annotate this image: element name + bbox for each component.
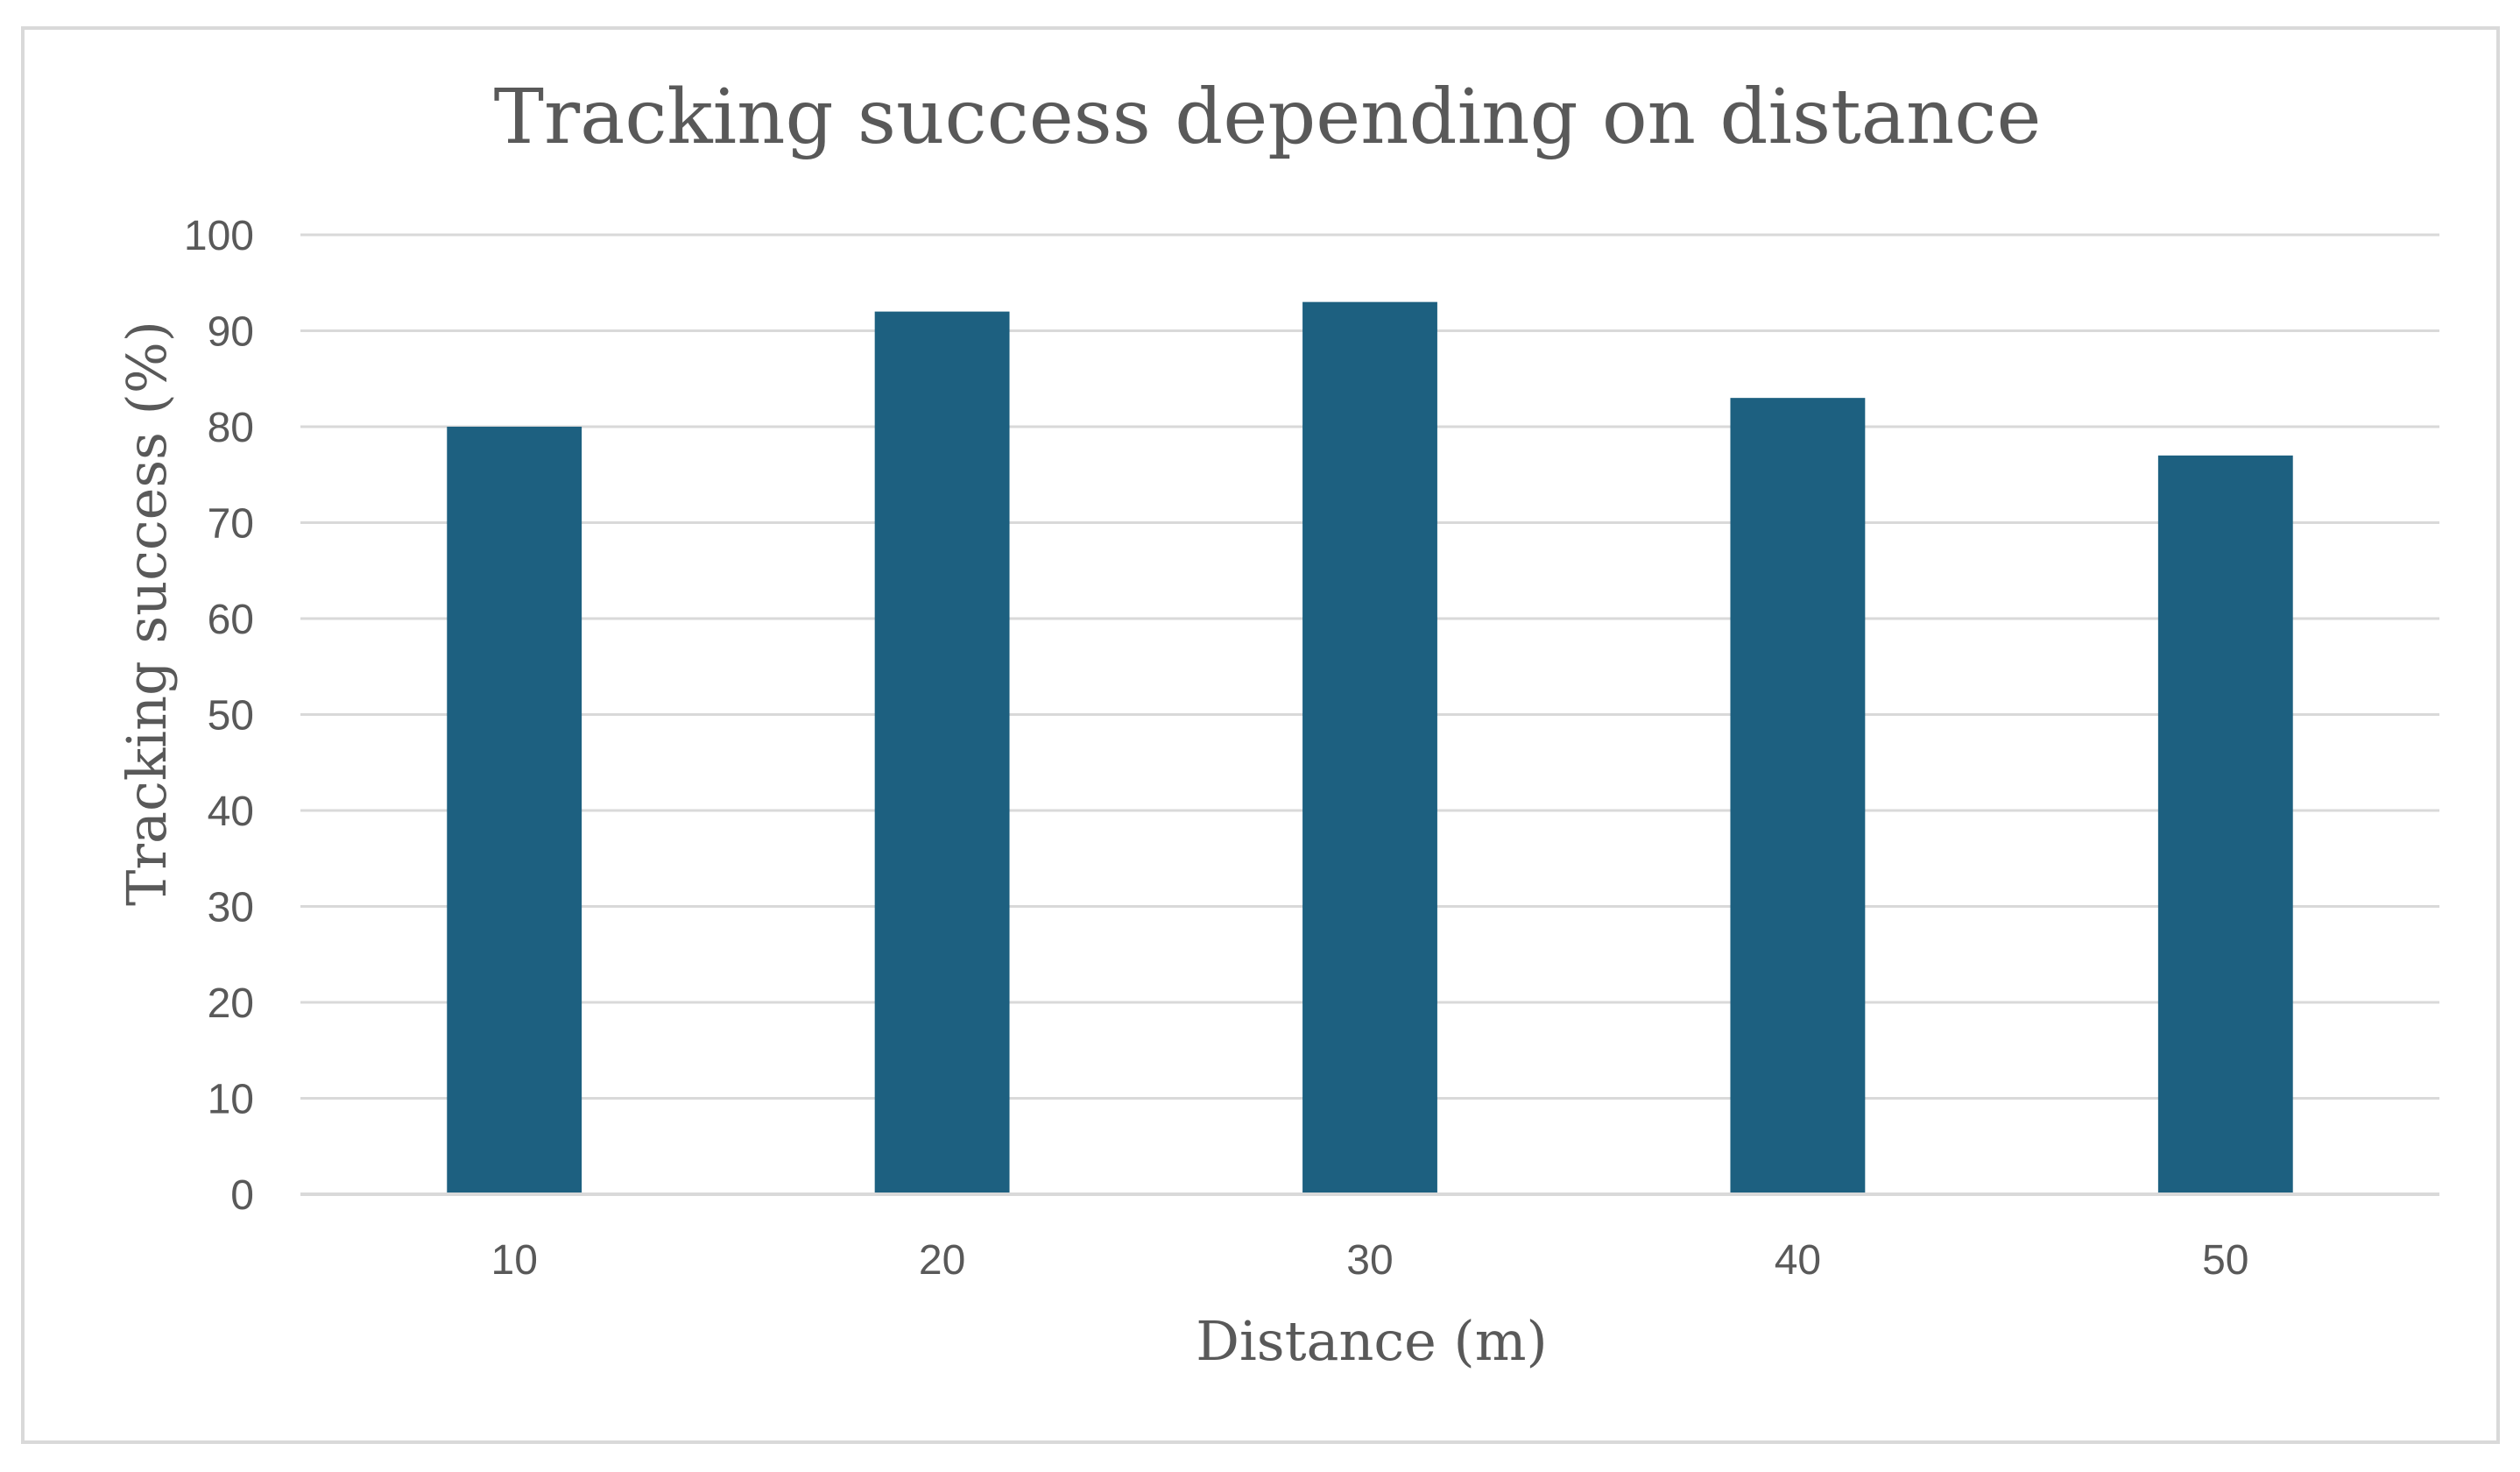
chart-title: Tracking success depending on distance	[494, 74, 2042, 161]
bar-10	[447, 427, 582, 1194]
y-tick-label: 80	[208, 405, 254, 451]
y-tick-labels: 0 10 20 30 40 50 60 70 80 90 100	[184, 213, 254, 1219]
bars	[447, 301, 2293, 1195]
y-tick-label: 10	[208, 1077, 254, 1123]
bar-50	[2157, 455, 2293, 1194]
bar-30	[1302, 301, 1437, 1194]
chart-frame	[21, 26, 2500, 1444]
y-tick-label: 100	[184, 213, 254, 259]
y-tick-label: 50	[208, 693, 254, 740]
x-tick-label: 40	[1775, 1237, 1821, 1284]
y-axis-title: Tracking success (%)	[115, 321, 179, 906]
y-tick-label: 0	[230, 1172, 254, 1219]
y-tick-label: 20	[208, 980, 254, 1027]
x-tick-labels: 10 20 30 40 50	[491, 1237, 2249, 1284]
x-tick-label: 20	[919, 1237, 965, 1284]
x-tick-label: 30	[1346, 1237, 1393, 1284]
y-tick-label: 40	[208, 789, 254, 835]
y-tick-label: 30	[208, 885, 254, 931]
y-tick-label: 60	[208, 597, 254, 643]
x-axis-title: Distance (m)	[1196, 1309, 1547, 1373]
y-tick-label: 70	[208, 501, 254, 548]
bar-20	[874, 311, 1010, 1195]
x-tick-label: 10	[491, 1237, 538, 1284]
x-tick-label: 50	[2202, 1237, 2248, 1284]
bar-40	[1730, 398, 1866, 1194]
y-tick-label: 90	[208, 309, 254, 356]
